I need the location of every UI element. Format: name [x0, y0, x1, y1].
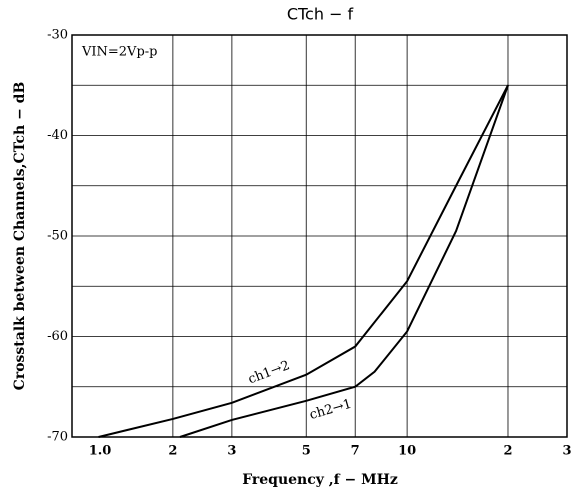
- y-tick-label: -50: [47, 229, 68, 244]
- x-tick-label: 1.0: [89, 444, 112, 459]
- x-tick-label: 5: [302, 444, 311, 459]
- annotation: VIN=2Vp-p: [81, 45, 158, 60]
- x-tick-label: 7: [351, 444, 360, 459]
- series-line: [179, 84, 509, 438]
- y-tick-label: -60: [47, 329, 68, 344]
- x-tick-label: 3: [562, 444, 571, 459]
- x-tick-label: 2: [168, 444, 177, 459]
- y-tick-label: -70: [47, 430, 68, 445]
- series-label: ch2→1: [308, 397, 354, 423]
- series-line: [98, 84, 509, 438]
- x-tick-label: 2: [503, 444, 512, 459]
- x-tick-label: 10: [398, 444, 416, 459]
- y-tick-label: -40: [47, 128, 68, 143]
- y-axis-label: Crosstalk between Channels,CTch − dB: [12, 82, 28, 391]
- y-tick-label: -30: [47, 28, 68, 43]
- plot-frame: [71, 34, 568, 438]
- x-tick-label: 3: [227, 444, 236, 459]
- chart-title: CTch − f: [287, 5, 354, 24]
- x-axis-label: Frequency ,f − MHz: [242, 472, 398, 488]
